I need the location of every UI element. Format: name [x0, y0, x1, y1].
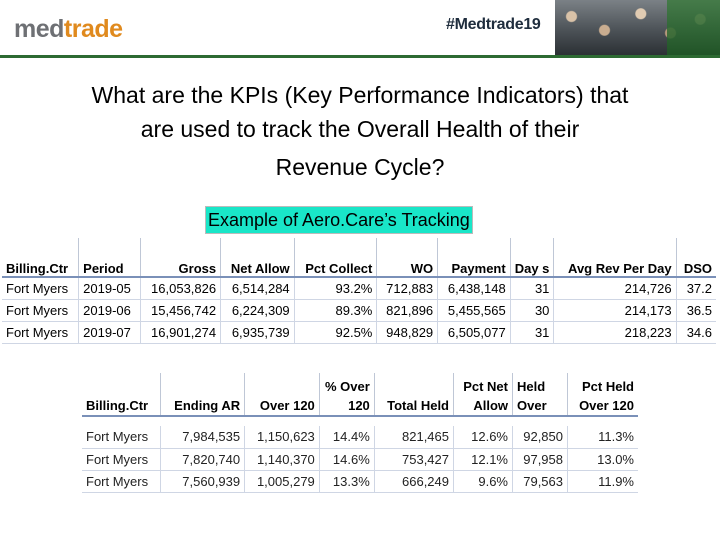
cell: 16,053,826 [140, 277, 222, 299]
cell: 9.6% [453, 470, 513, 492]
cell: 821,896 [376, 299, 439, 321]
table-row: Fort Myers 2019-07 16,901,274 6,935,739 … [2, 321, 716, 343]
col-days: Day s [510, 238, 555, 277]
table-row: Fort Myers 2019-06 15,456,742 6,224,309 … [2, 299, 716, 321]
cell: Fort Myers [2, 321, 80, 343]
cell: 6,935,739 [220, 321, 295, 343]
cell: Fort Myers [2, 277, 80, 299]
cell: 6,514,284 [220, 277, 295, 299]
col-gross: Gross [140, 238, 222, 277]
cell: 7,560,939 [160, 470, 246, 492]
logo-part-med: med [14, 15, 64, 43]
col-pct-net-allow: Pct Net Allow [453, 373, 513, 416]
slide-question: What are the KPIs (Key Performance Indic… [40, 78, 680, 184]
cell: 218,223 [553, 321, 677, 343]
cell: 2019-06 [78, 299, 141, 321]
ar-aging-table: Billing.Ctr Ending AR Over 120 % Over 12… [82, 373, 638, 493]
cell: 37.2 [686, 280, 712, 296]
cell: 97,958 [512, 448, 568, 470]
cell: 712,883 [376, 277, 439, 299]
col-pct-held-over-120: Pct Held Over 120 [579, 379, 634, 413]
cell: 11.3% [598, 429, 634, 445]
cell: 92,850 [512, 426, 568, 448]
audience-photo [555, 0, 720, 55]
table-row: Fort Myers 7,984,535 1,150,623 14.4% 821… [82, 426, 638, 448]
cell: 214,726 [553, 277, 677, 299]
cell: 16,901,274 [140, 321, 222, 343]
cell: 821,465 [374, 426, 455, 448]
col-pct-over-120: % Over 120 [319, 373, 375, 416]
spacer-cell [82, 416, 638, 426]
table-row: Fort Myers 2019-05 16,053,826 6,514,284 … [2, 277, 716, 299]
tracking-caption: Example of Aero.Care’s Tracking [205, 206, 473, 234]
col-period: Period [78, 238, 141, 277]
medtrade-logo: medtrade [14, 14, 123, 44]
cell: 6,438,148 [437, 277, 511, 299]
cell: 36.5 [686, 302, 712, 318]
cell: 2019-05 [78, 277, 141, 299]
cell: Fort Myers [2, 299, 80, 321]
col-dso: DSO [683, 261, 712, 276]
col-billing-ctr: Billing.Ctr [82, 373, 162, 416]
cell: Fort Myers [82, 470, 162, 492]
cell: 11.9% [598, 473, 634, 489]
cell: 753,427 [374, 448, 455, 470]
cell: 15,456,742 [140, 299, 222, 321]
col-billing-ctr: Billing.Ctr [2, 238, 80, 277]
cell: 12.6% [453, 426, 513, 448]
logo-part-trade: trade [63, 15, 123, 43]
cell: 2019-07 [78, 321, 141, 343]
slide-header: medtrade #Medtrade19 [0, 0, 720, 55]
col-avg-rev-per-day: Avg Rev Per Day [553, 238, 677, 277]
cell: 6,505,077 [437, 321, 511, 343]
event-hashtag: #Medtrade19 [446, 16, 541, 33]
question-line-3: Revenue Cycle? [275, 154, 445, 180]
cell: 14.4% [319, 426, 375, 448]
cell: 5,455,565 [437, 299, 511, 321]
cell: 1,140,370 [244, 448, 320, 470]
cell: 30 [510, 299, 555, 321]
cell: 214,173 [553, 299, 677, 321]
cell: Fort Myers [82, 448, 162, 470]
cell: 13.0% [597, 451, 634, 467]
cell: 31 [510, 277, 555, 299]
cell: 7,820,740 [160, 448, 246, 470]
table-row: Fort Myers 7,560,939 1,005,279 13.3% 666… [82, 470, 638, 492]
col-payment: Payment [437, 238, 511, 277]
cell: 6,224,309 [220, 299, 295, 321]
cell: 1,005,279 [244, 470, 320, 492]
cell: 92.5% [294, 321, 378, 343]
cell: 79,563 [512, 470, 568, 492]
cell: 666,249 [374, 470, 455, 492]
cell: 34.6 [686, 324, 712, 340]
cell: 89.3% [294, 299, 378, 321]
cell: 14.6% [319, 448, 375, 470]
col-wo: WO [376, 238, 439, 277]
revenue-table: Billing.Ctr Period Gross Net Allow Pct C… [2, 238, 716, 344]
cell: 12.1% [453, 448, 513, 470]
ar-aging-table-header: Billing.Ctr Ending AR Over 120 % Over 12… [82, 373, 638, 416]
col-held-over: Held Over [512, 373, 568, 416]
cell: 93.2% [294, 277, 378, 299]
question-line-2: are used to track the Overall Health of … [140, 116, 580, 142]
revenue-table-header: Billing.Ctr Period Gross Net Allow Pct C… [2, 238, 716, 277]
photo-accent [667, 0, 720, 55]
question-line-1: What are the KPIs (Key Performance Indic… [91, 82, 629, 108]
table-row: Fort Myers 7,820,740 1,140,370 14.6% 753… [82, 448, 638, 470]
col-total-held: Total Held [374, 373, 455, 416]
col-ending-ar: Ending AR [160, 373, 246, 416]
cell: Fort Myers [82, 426, 162, 448]
cell: 948,829 [376, 321, 439, 343]
col-net-allow: Net Allow [220, 238, 295, 277]
col-pct-collect: Pct Collect [294, 238, 378, 277]
cell: 31 [510, 321, 555, 343]
col-over-120: Over 120 [244, 373, 320, 416]
cell: 13.3% [319, 470, 375, 492]
cell: 1,150,623 [244, 426, 320, 448]
cell: 7,984,535 [160, 426, 246, 448]
header-divider [0, 55, 720, 58]
spacer-row [82, 416, 638, 426]
